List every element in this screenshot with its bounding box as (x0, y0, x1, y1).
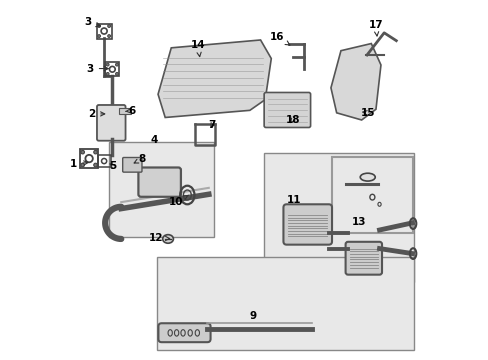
Text: 15: 15 (360, 108, 374, 118)
Circle shape (81, 163, 84, 167)
FancyBboxPatch shape (97, 105, 125, 141)
Text: 8: 8 (134, 154, 145, 164)
Circle shape (94, 150, 97, 154)
Circle shape (81, 150, 84, 154)
Text: 18: 18 (285, 115, 299, 125)
Polygon shape (330, 44, 380, 120)
Text: 13: 13 (351, 217, 366, 227)
Text: 17: 17 (368, 19, 383, 36)
FancyBboxPatch shape (158, 323, 210, 342)
FancyBboxPatch shape (264, 93, 310, 127)
Text: 3: 3 (84, 17, 100, 27)
Text: 3: 3 (86, 64, 108, 73)
Circle shape (115, 72, 118, 75)
Bar (331, 157, 412, 233)
Text: 7: 7 (208, 120, 216, 130)
Text: 5: 5 (108, 161, 116, 171)
Text: 2: 2 (88, 109, 104, 119)
Circle shape (115, 63, 118, 66)
Ellipse shape (163, 235, 173, 243)
FancyBboxPatch shape (122, 157, 142, 172)
Circle shape (107, 35, 110, 37)
Text: 14: 14 (190, 40, 205, 57)
Circle shape (98, 24, 101, 27)
Bar (264, 153, 413, 282)
FancyBboxPatch shape (283, 204, 331, 245)
Circle shape (107, 24, 110, 27)
FancyBboxPatch shape (345, 242, 381, 275)
Polygon shape (158, 40, 271, 117)
Circle shape (106, 72, 109, 75)
Circle shape (98, 35, 101, 37)
Text: 10: 10 (168, 195, 188, 207)
Text: 6: 6 (125, 106, 135, 116)
Ellipse shape (360, 173, 374, 181)
Text: 11: 11 (286, 195, 301, 204)
Text: 1: 1 (70, 159, 88, 169)
Bar (119, 108, 130, 114)
Bar (157, 257, 413, 350)
Text: 9: 9 (249, 311, 257, 321)
FancyBboxPatch shape (138, 167, 181, 197)
Text: 4: 4 (150, 135, 158, 145)
Bar (108, 143, 214, 237)
Text: 12: 12 (148, 233, 169, 243)
Circle shape (106, 63, 109, 66)
Text: 16: 16 (269, 32, 289, 45)
Circle shape (94, 163, 97, 167)
